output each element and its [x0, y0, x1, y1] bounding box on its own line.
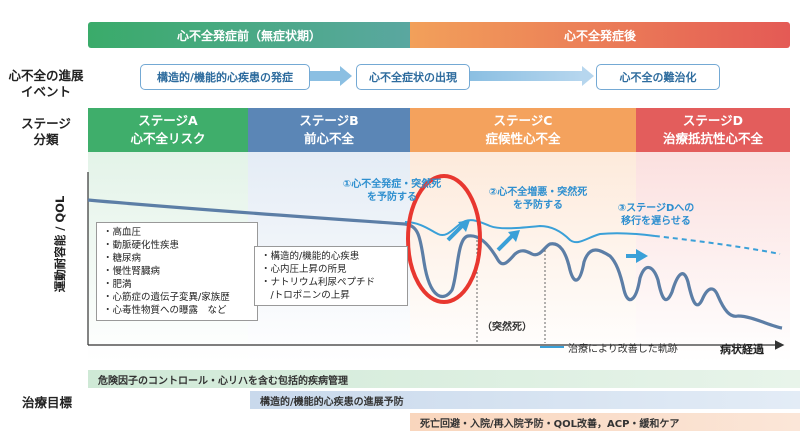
improvement-arrow-1 [446, 224, 464, 242]
improved-trajectory-curve [404, 219, 656, 244]
goal-prevent-progression: 構造的/機能的心疾患の進展予防 [250, 391, 800, 409]
pre-hf-item: ・心内圧上昇の所見 [261, 264, 347, 275]
goals-row-label: 治療目標 [21, 395, 72, 410]
risk-item: ・高血圧 [103, 227, 142, 238]
annotation-1-line1: ①心不全発症・突然死 [342, 179, 442, 190]
phase-pre-onset: 心不全発症前（無症状期） [88, 22, 410, 48]
risk-item: ・動脈硬化性疾患 [103, 240, 180, 251]
highlight-circle [406, 174, 482, 304]
stage-a-subtitle: 心不全リスク [130, 131, 206, 146]
stage-c-header: ステージC 症候性心不全 [410, 108, 636, 152]
events-row-label: 心不全の進展 イベント [6, 68, 86, 100]
annotation-3: ③ステージDへの 移行を遅らせる [604, 202, 708, 228]
stage-b-header: ステージB 前心不全 [248, 108, 410, 152]
risk-item: ・糖尿病 [103, 253, 142, 264]
legend-label: 治療により改善した軌跡 [568, 344, 678, 355]
stage-c-title: ステージC [493, 113, 553, 128]
risk-factor-list: ・高血圧 ・動脈硬化性疾患 ・糖尿病 ・慢性腎臓病 ・肥満 ・心筋症の遺伝子変異… [96, 222, 258, 321]
annotation-2-line1: ②心不全増悪・突然死 [488, 187, 588, 198]
phase-post-onset: 心不全発症後 [410, 22, 790, 48]
annotation-3-line1: ③ステージDへの [617, 203, 695, 214]
sudden-death-label: （突然死） [482, 322, 532, 333]
stage-d-background [636, 152, 790, 362]
improvement-arrow-1-head [458, 220, 470, 232]
risk-item: ・心毒性物質への曝露 など [103, 305, 227, 316]
stages-row-label-line1: ステージ [21, 116, 71, 131]
event-refractory: 心不全の難治化 [596, 64, 720, 90]
annotation-1: ①心不全発症・突然死 を予防する [332, 178, 452, 204]
stage-d-subtitle: 治療抵抗性心不全 [662, 131, 763, 146]
pre-hf-item: ・ナトリウム利尿ペプチド [261, 277, 376, 288]
pre-hf-item: ・構造的/機能的心疾患 [261, 251, 360, 262]
x-axis-label: 病状経過 [720, 343, 764, 356]
event-arrow-1-head [340, 66, 352, 86]
stages-row-label-line2: 分類 [33, 132, 59, 147]
annotation-2-line2: を予防する [513, 200, 563, 211]
event-arrow-1 [310, 71, 340, 81]
stage-d-title: ステージD [682, 113, 744, 128]
improvement-arrow-2 [496, 234, 514, 252]
stage-c-background [410, 152, 636, 362]
event-arrow-2-head [582, 66, 594, 86]
risk-item: ・肥満 [103, 279, 132, 290]
improvement-arrow-3-head [636, 249, 648, 263]
event-disease-onset: 構造的/機能的心疾患の発症 [140, 64, 310, 90]
pre-hf-item: /トロポニンの上昇 [261, 290, 350, 301]
event-symptom-onset: 心不全症状の出現 [356, 64, 470, 90]
risk-item: ・慢性腎臓病 [103, 266, 161, 277]
improvement-arrow-2-head [508, 230, 520, 242]
stage-b-title: ステージB [299, 113, 359, 128]
pre-hf-list: ・構造的/機能的心疾患 ・心内圧上昇の所見 ・ナトリウム利尿ペプチド /トロポニ… [254, 246, 408, 306]
events-row-label-line2: イベント [20, 84, 71, 99]
annotation-2: ②心不全増悪・突然死 を予防する [478, 186, 598, 212]
goal-comprehensive-management: 危険因子のコントロール・心リハを含む包括的疾病管理 [88, 370, 800, 388]
main-progression-curve [87, 198, 783, 330]
stage-c-subtitle: 症候性心不全 [485, 131, 561, 146]
stage-a-header: ステージA 心不全リスク [88, 108, 248, 152]
events-row-label-line1: 心不全の進展 [8, 68, 84, 83]
annotation-1-line2: を予防する [367, 192, 417, 203]
improved-trajectory-dashed [654, 235, 781, 255]
event-arrow-2 [470, 71, 582, 81]
stage-b-subtitle: 前心不全 [303, 131, 354, 146]
stage-d-header: ステージD 治療抵抗性心不全 [636, 108, 790, 152]
annotation-3-line2: 移行を遅らせる [621, 216, 691, 227]
risk-item: ・心筋症の遺伝子変異/家族歴 [103, 292, 230, 303]
stages-row-label: ステージ 分類 [6, 116, 86, 148]
stage-a-title: ステージA [138, 113, 198, 128]
goal-palliative-care: 死亡回避・入院/再入院予防・QOL改善，ACP・緩和ケア [410, 413, 800, 431]
